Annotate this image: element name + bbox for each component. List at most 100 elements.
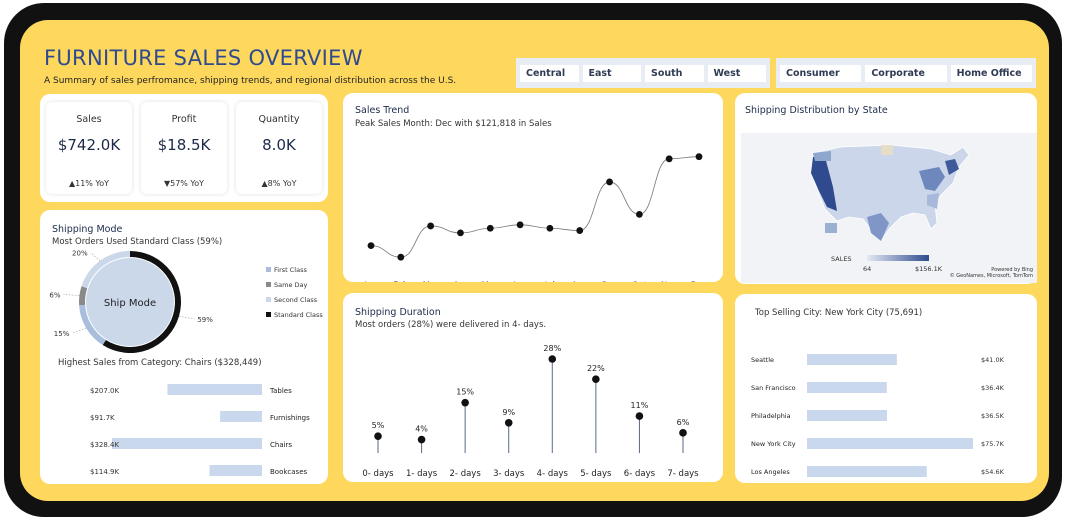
- sales-trend-card: Sales Trend Peak Sales Month: Dec with $…: [343, 93, 723, 282]
- kpi-delta: ▼57% YoY: [163, 179, 205, 188]
- filter-central[interactable]: Central: [520, 64, 579, 82]
- duration-tick-label: 0- days: [362, 469, 394, 479]
- duration-tick-label: 7- days: [667, 469, 699, 479]
- arrow-down-icon: ▼: [163, 179, 171, 188]
- donut-data-label: 15%: [54, 330, 70, 338]
- kpi-value: $742.0K: [57, 136, 121, 154]
- shipping-mode-title: Shipping Mode: [52, 224, 123, 235]
- legend-swatch: [266, 282, 271, 287]
- duration-data-label: 22%: [587, 364, 605, 373]
- top-cities-card: Top Selling City: New York City (75,691)…: [735, 294, 1037, 483]
- category-bar: [167, 384, 262, 395]
- donut-slice: [102, 251, 181, 353]
- city-label: New York City: [751, 440, 796, 448]
- city-label: Philadelphia: [751, 412, 791, 420]
- trend-point: [457, 229, 464, 237]
- duration-data-label: 5%: [372, 421, 385, 430]
- duration-data-label: 15%: [456, 388, 474, 397]
- city-value-label: $41.0K: [981, 356, 1005, 364]
- category-label: Bookcases: [270, 468, 308, 476]
- trend-tick-label: May: [481, 281, 499, 282]
- map-title: Shipping Distribution by State: [745, 105, 888, 116]
- category-label: Furnishings: [270, 414, 310, 422]
- map-card: Shipping Distribution by State Powered b…: [735, 93, 1037, 284]
- filter-corporate[interactable]: Corporate: [865, 64, 947, 82]
- duration-point: [592, 375, 600, 383]
- trend-line: [370, 156, 700, 258]
- trend-tick-label: Dec: [691, 281, 708, 282]
- duration-data-label: 9%: [502, 408, 515, 417]
- filter-east[interactable]: East: [582, 64, 641, 82]
- city-bar: [807, 410, 888, 421]
- trend-tick-label: Feb: [393, 281, 408, 282]
- arrow-up-icon: ▲: [68, 179, 76, 188]
- kpi-value: 8.0K: [262, 136, 296, 154]
- legend-entry: First Class: [274, 266, 307, 274]
- shipping-mode-card: Shipping Mode Most Orders Used Standard …: [40, 210, 328, 484]
- trend-point: [695, 153, 703, 161]
- trend-point: [486, 224, 494, 232]
- map-legend-label: SALES: [831, 255, 852, 263]
- donut-leader: [178, 315, 195, 320]
- us-map[interactable]: Powered by Bing © GeoNames, Microsoft, T…: [741, 133, 1037, 283]
- duration-point: [504, 418, 513, 427]
- duration-tick-label: 6- days: [624, 469, 656, 479]
- duration-point: [635, 412, 644, 420]
- legend-swatch: [266, 267, 271, 272]
- arrow-up-icon: ▲: [261, 179, 268, 188]
- legend-entry: Second Class: [274, 296, 318, 304]
- donut-data-label: 59%: [197, 316, 213, 324]
- trend-tick-label: Sep: [602, 281, 618, 282]
- category-bar-chart: $207.0K Tables $91.7K Furnishings $328.4K Cha…: [90, 384, 310, 476]
- shipping-duration-card: Shipping Duration Most orders (28%) were…: [343, 293, 723, 482]
- duration-point: [374, 432, 382, 441]
- category-bar: [112, 438, 262, 449]
- shipping-duration-lollipop-chart: 5% 0- days 4% 1- days 15% 2- days 9% 3- days 28%…: [362, 344, 699, 479]
- us-map-graphic: [810, 144, 970, 242]
- dashboard: FURNITURE SALES OVERVIEW A Summary of sa…: [20, 20, 1049, 501]
- duration-point: [417, 435, 426, 444]
- trend-point: [546, 224, 554, 232]
- kpi-card: Sales $742.0K ▲11% YoY Profit $18.5K ▼57…: [40, 94, 328, 202]
- kpi-label: Profit: [171, 114, 197, 125]
- donut-slice: [81, 251, 130, 289]
- trend-tick-label: Nov: [661, 281, 678, 282]
- sales-trend-title: Sales Trend: [355, 105, 410, 116]
- city-label: Los Angeles: [751, 468, 790, 476]
- top-cities-bar-chart: Seattle $41.0K San Francisco $36.4K Philadel…: [751, 354, 1005, 477]
- category-subtitle: Highest Sales from Category: Chairs ($32…: [58, 358, 262, 368]
- donut-slice: [79, 304, 106, 346]
- page-subtitle: A Summary of sales perfromance, shipping…: [44, 76, 457, 86]
- filter-home-office[interactable]: Home Office: [950, 64, 1032, 82]
- shipping-mode-subtitle: Most Orders Used Standard Class (59%): [52, 237, 223, 247]
- donut-leader: [63, 294, 80, 296]
- city-value-label: $36.4K: [981, 384, 1005, 392]
- filter-consumer[interactable]: Consumer: [780, 64, 862, 82]
- duration-data-label: 28%: [543, 344, 561, 353]
- filter-west[interactable]: West: [707, 64, 766, 82]
- trend-tick-label: Jun: [512, 281, 526, 282]
- duration-tick-label: 4- days: [537, 469, 569, 479]
- trend-tick-label: Aug: [571, 281, 588, 282]
- donut-center-label: Ship Mode: [104, 298, 156, 309]
- donut-leader: [90, 252, 101, 261]
- duration-data-label: 6%: [677, 418, 690, 427]
- trend-point: [427, 222, 435, 230]
- map-legend-gradient: [867, 255, 929, 261]
- map-legend-min: 64: [863, 265, 872, 273]
- shipping-mode-donut: Ship Mode 59% 15% 6% 20% First Class Same Day S…: [49, 250, 323, 353]
- trend-point: [606, 178, 613, 186]
- category-value-label: $328.4K: [90, 441, 119, 449]
- donut-slice: [79, 286, 88, 306]
- trend-tick-label: Apr: [453, 281, 468, 282]
- duration-data-label: 4%: [415, 425, 428, 434]
- trend-tick-label: Mar: [423, 281, 440, 282]
- legend-swatch: [266, 312, 271, 317]
- map-legend-max: $156.1K: [915, 265, 943, 273]
- duration-point: [548, 355, 557, 363]
- legend-entry: Standard Class: [274, 311, 323, 319]
- filter-south[interactable]: South: [645, 64, 704, 82]
- donut-leader: [72, 327, 87, 334]
- duration-tick-label: 1- days: [406, 469, 438, 479]
- duration-point: [679, 429, 687, 437]
